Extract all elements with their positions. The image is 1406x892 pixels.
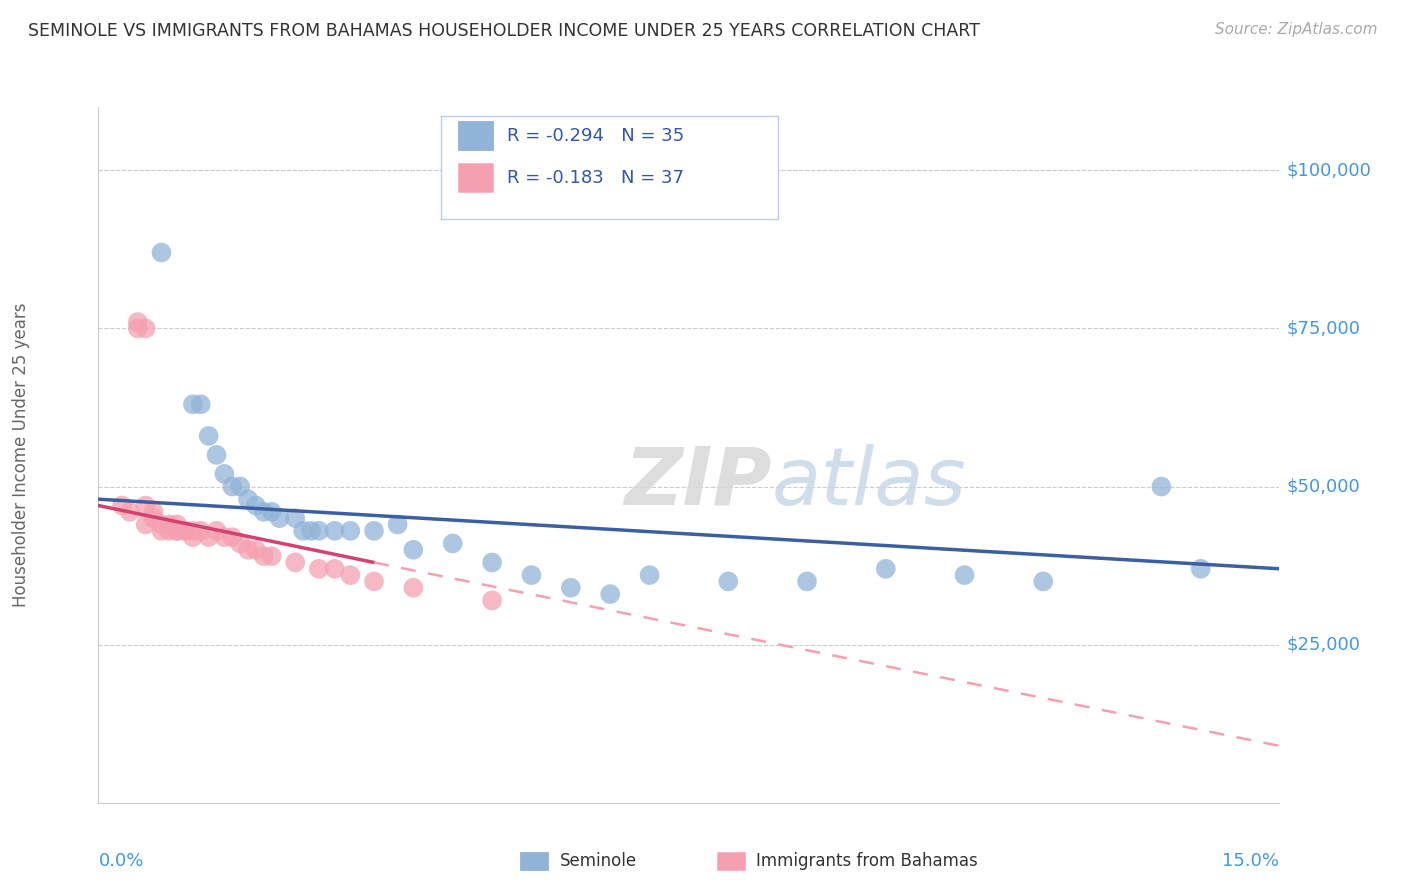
Point bbox=[402, 542, 425, 557]
Text: $25,000: $25,000 bbox=[1286, 636, 1361, 654]
Point bbox=[174, 524, 197, 538]
Point bbox=[599, 587, 621, 601]
Text: ZIP: ZIP bbox=[624, 443, 772, 522]
Point bbox=[308, 524, 330, 538]
Text: Householder Income Under 25 years: Householder Income Under 25 years bbox=[13, 302, 30, 607]
Point bbox=[323, 562, 346, 576]
Point bbox=[181, 524, 204, 538]
Text: 0.0%: 0.0% bbox=[98, 852, 143, 870]
Point bbox=[284, 511, 307, 525]
Point bbox=[157, 524, 180, 538]
Point bbox=[717, 574, 740, 589]
Point bbox=[236, 492, 259, 507]
Point bbox=[181, 397, 204, 411]
Point bbox=[150, 517, 173, 532]
Text: 15.0%: 15.0% bbox=[1222, 852, 1279, 870]
Point bbox=[638, 568, 661, 582]
Point bbox=[166, 524, 188, 538]
Point bbox=[214, 467, 236, 481]
Point bbox=[190, 524, 212, 538]
Text: Source: ZipAtlas.com: Source: ZipAtlas.com bbox=[1215, 22, 1378, 37]
Point bbox=[339, 568, 361, 582]
Point bbox=[441, 536, 464, 550]
Point bbox=[253, 505, 276, 519]
Point bbox=[236, 542, 259, 557]
Text: R = -0.294   N = 35: R = -0.294 N = 35 bbox=[508, 127, 685, 145]
Point bbox=[953, 568, 976, 582]
Point bbox=[1189, 562, 1212, 576]
Point bbox=[481, 556, 503, 570]
Point bbox=[118, 505, 141, 519]
Point bbox=[135, 499, 157, 513]
Point bbox=[560, 581, 582, 595]
Text: SEMINOLE VS IMMIGRANTS FROM BAHAMAS HOUSEHOLDER INCOME UNDER 25 YEARS CORRELATIO: SEMINOLE VS IMMIGRANTS FROM BAHAMAS HOUS… bbox=[28, 22, 980, 40]
Point bbox=[127, 315, 149, 329]
Point bbox=[339, 524, 361, 538]
Point bbox=[245, 542, 267, 557]
Text: atlas: atlas bbox=[772, 443, 966, 522]
Point bbox=[142, 511, 165, 525]
Point bbox=[299, 524, 322, 538]
Point bbox=[245, 499, 267, 513]
Point bbox=[181, 530, 204, 544]
Point bbox=[135, 321, 157, 335]
Point bbox=[323, 524, 346, 538]
Point bbox=[363, 524, 385, 538]
Point bbox=[229, 536, 252, 550]
Text: Immigrants from Bahamas: Immigrants from Bahamas bbox=[756, 852, 979, 870]
Text: $75,000: $75,000 bbox=[1286, 319, 1361, 337]
Point bbox=[221, 479, 243, 493]
Point bbox=[1150, 479, 1173, 493]
Text: R = -0.183   N = 37: R = -0.183 N = 37 bbox=[508, 169, 683, 186]
Point bbox=[214, 530, 236, 544]
Point bbox=[190, 397, 212, 411]
Point bbox=[520, 568, 543, 582]
Point bbox=[142, 505, 165, 519]
Point bbox=[197, 429, 219, 443]
Point bbox=[135, 517, 157, 532]
Point bbox=[260, 505, 283, 519]
Point bbox=[260, 549, 283, 563]
Point bbox=[253, 549, 276, 563]
Point bbox=[205, 448, 228, 462]
Point bbox=[363, 574, 385, 589]
Point bbox=[269, 511, 291, 525]
Point bbox=[111, 499, 134, 513]
Point bbox=[402, 581, 425, 595]
Point bbox=[229, 479, 252, 493]
Point bbox=[166, 524, 188, 538]
Text: $50,000: $50,000 bbox=[1286, 477, 1360, 496]
Point bbox=[284, 556, 307, 570]
Point bbox=[796, 574, 818, 589]
Text: $100,000: $100,000 bbox=[1286, 161, 1371, 179]
Point bbox=[875, 562, 897, 576]
Point bbox=[1032, 574, 1054, 589]
Point bbox=[127, 321, 149, 335]
Point bbox=[174, 524, 197, 538]
Point bbox=[387, 517, 409, 532]
Point bbox=[205, 524, 228, 538]
Point bbox=[197, 530, 219, 544]
Text: Seminole: Seminole bbox=[560, 852, 637, 870]
Point bbox=[481, 593, 503, 607]
Point bbox=[166, 517, 188, 532]
Point bbox=[150, 524, 173, 538]
Point bbox=[221, 530, 243, 544]
Point bbox=[308, 562, 330, 576]
Point bbox=[292, 524, 315, 538]
Point bbox=[157, 517, 180, 532]
Point bbox=[150, 245, 173, 260]
